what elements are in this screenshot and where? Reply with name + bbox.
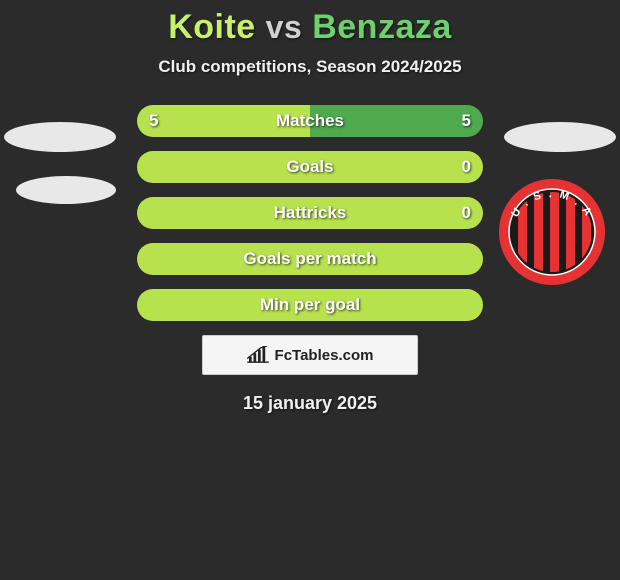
stat-value-left: 5 [149,111,158,131]
stat-bar: 0 Hattricks [137,197,483,229]
stat-label: Goals [286,157,333,177]
player2-club-crest: U . S . M . A [498,178,606,286]
player1-name: Koite [168,8,256,46]
subtitle: Club competitions, Season 2024/2025 [0,57,620,77]
player2-badge-placeholder [504,122,616,152]
stat-bar: 0 Goals [137,151,483,183]
player1-club-placeholder [16,176,116,204]
watermark: FcTables.com [202,335,418,375]
stat-value-right: 0 [462,203,471,223]
watermark-text: FcTables.com [275,347,374,364]
stat-bar: Goals per match [137,243,483,275]
stat-bar: Min per goal [137,289,483,321]
stat-label: Hattricks [274,203,347,223]
page-title: Koite vs Benzaza [0,0,620,47]
stat-bar: 5 5 Matches [137,105,483,137]
stats-bars: 5 5 Matches 0 Goals 0 Hattricks Goals per match… [137,105,483,321]
player2-name: Benzaza [312,8,452,46]
stat-label: Min per goal [260,295,360,315]
stat-value-right: 0 [462,157,471,177]
stat-label: Matches [276,111,344,131]
vs-text: vs [266,9,303,45]
player1-badge-placeholder [4,122,116,152]
chart-icon [247,346,269,364]
date: 15 january 2025 [0,393,620,414]
stat-label: Goals per match [243,249,376,269]
stat-value-right: 5 [462,111,471,131]
